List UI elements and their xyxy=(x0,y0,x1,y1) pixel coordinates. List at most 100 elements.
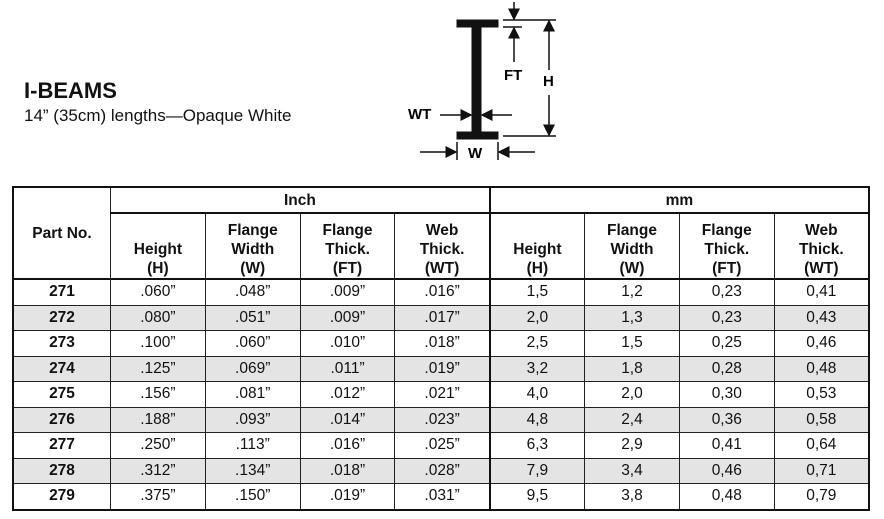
cell: 2,9 xyxy=(584,432,680,459)
column-header: Flange Thick. (FT) xyxy=(299,212,396,280)
column-header-line: Web xyxy=(425,222,459,239)
table-row: 278.312” .134” .018” .028” 7,9 3,4 0,46 0,71 xyxy=(12,457,870,484)
table-row: 271.060” .048” .009” .016” 1,5 1,2 0,23 0,41 xyxy=(12,278,870,306)
cell: .051” xyxy=(204,304,301,331)
cell: 0,23 xyxy=(678,304,775,331)
cell: .014” xyxy=(299,406,396,433)
column-header-line: (H) xyxy=(526,260,549,277)
column-header-line: Thick. xyxy=(325,241,370,258)
column-header: Web Thick. (WT) xyxy=(773,212,870,280)
part-number: 273 xyxy=(12,330,111,357)
cell: .250” xyxy=(110,432,206,459)
cell: 0,79 xyxy=(773,483,870,510)
cell: 0,53 xyxy=(773,381,870,408)
column-header-line: Width xyxy=(610,241,654,258)
table-row: 273.100” .060” .010” .018” 2,5 1,5 0,25 0,46 xyxy=(12,330,870,357)
cell: 1,3 xyxy=(584,304,680,331)
label-h: H xyxy=(543,73,554,90)
cell: .150” xyxy=(204,483,301,510)
cell: 0,25 xyxy=(678,330,775,357)
table-row: 272.080” .051” .009” .017” 2,0 1,3 0,23 0,43 xyxy=(12,304,870,331)
group-row: Part No. Inch mm xyxy=(12,186,870,280)
cell: .156” xyxy=(110,381,206,408)
cell: .081” xyxy=(204,381,301,408)
cell: .375” xyxy=(110,483,206,510)
cell: 1,2 xyxy=(584,278,680,306)
cell: .134” xyxy=(204,457,301,484)
cell: .093” xyxy=(204,406,301,433)
table-row: 277.250” .113” .016” .025” 6,3 2,9 0,41 0,64 xyxy=(12,432,870,459)
cell: .010” xyxy=(299,330,396,357)
cell: .016” xyxy=(394,278,491,306)
cell: .312” xyxy=(110,457,206,484)
cell: .019” xyxy=(394,355,491,382)
part-number: 274 xyxy=(12,355,111,382)
cell: 0,46 xyxy=(678,457,775,484)
data-table: Part No. Inch mm Height (H) Flange Width (W) Fla… xyxy=(12,186,870,511)
cell: 0,58 xyxy=(773,406,870,433)
column-header-line: Flange xyxy=(322,222,373,239)
cell: 0,30 xyxy=(678,381,775,408)
cell: 0,46 xyxy=(773,330,870,357)
cell: .069” xyxy=(204,355,301,382)
column-header-line: (WT) xyxy=(424,260,460,277)
cell: .012” xyxy=(299,381,396,408)
column-header: Flange Width (W) xyxy=(204,212,301,280)
part-number: 276 xyxy=(12,406,111,433)
column-row: Height (H) Flange Width (W) Flange Thick. (FT) W… xyxy=(13,212,870,280)
dimension-lines xyxy=(420,2,556,160)
label-w: W xyxy=(468,145,483,162)
column-header-line: (FT) xyxy=(332,260,363,277)
table-row: 279.375” .150” .019” .031” 9,5 3,8 0,48 0,79 xyxy=(12,483,870,510)
column-header-line: (FT) xyxy=(712,260,742,277)
cell: .018” xyxy=(394,330,491,357)
title: I-BEAMS xyxy=(24,78,117,103)
column-header: Flange Thick. (FT) xyxy=(678,212,775,280)
cell: .188” xyxy=(110,406,206,433)
table-row: 276.188” .093” .014” .023” 4,8 2,4 0,36 0,58 xyxy=(12,406,870,433)
cell: .060” xyxy=(204,330,301,357)
corner-header: Part No. xyxy=(12,186,111,280)
cell: .018” xyxy=(299,457,396,484)
column-header-line: Thick. xyxy=(798,241,844,258)
part-number: 275 xyxy=(12,381,111,408)
cell: 6,3 xyxy=(488,432,586,459)
cell: .011” xyxy=(299,355,396,382)
cell: 9,5 xyxy=(488,483,586,510)
column-header-line: (H) xyxy=(147,260,169,277)
cell: 2,4 xyxy=(584,406,680,433)
cell: 3,2 xyxy=(488,355,586,382)
cell: 0,43 xyxy=(773,304,870,331)
cell: 4,8 xyxy=(488,406,586,433)
subtitle: 14” (35cm) lengths—Opaque White xyxy=(24,106,292,125)
cell: .023” xyxy=(394,406,491,433)
cell: .048” xyxy=(204,278,301,306)
beam xyxy=(456,19,499,140)
cell: .009” xyxy=(299,304,396,331)
label-ft: FT xyxy=(504,67,522,84)
i-beam-diagram: FT H WT W xyxy=(408,2,556,162)
part-number: 271 xyxy=(12,278,111,306)
group-header: mm xyxy=(488,186,870,214)
column-header-line: (W) xyxy=(240,260,266,277)
cell: 0,41 xyxy=(773,278,870,306)
cell: .017” xyxy=(394,304,491,331)
column-header: Height (H) xyxy=(110,212,206,280)
column-header-line: Web xyxy=(805,222,838,239)
cell: .100” xyxy=(110,330,206,357)
cell: 0,64 xyxy=(773,432,870,459)
column-header-line: Flange xyxy=(227,222,278,239)
cell: 4,0 xyxy=(488,381,586,408)
cell: .028” xyxy=(394,457,491,484)
cell: .125” xyxy=(110,355,206,382)
column-header-line: Width xyxy=(231,241,275,258)
part-number: 277 xyxy=(12,432,111,459)
cell: 3,8 xyxy=(584,483,680,510)
table-row: 274.125” .069” .011” .019” 3,2 1,8 0,28 0,48 xyxy=(12,355,870,382)
cell: .019” xyxy=(299,483,396,510)
cell: 0,48 xyxy=(773,355,870,382)
column-header: Flange Width (W) xyxy=(584,212,680,280)
cell: .113” xyxy=(204,432,301,459)
group-header: Inch xyxy=(109,186,491,214)
